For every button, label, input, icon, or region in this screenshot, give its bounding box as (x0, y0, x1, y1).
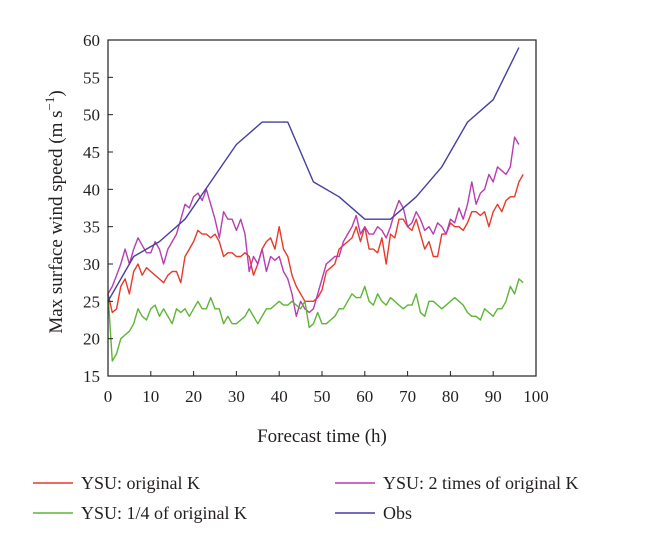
y-tick-label: 55 (83, 68, 100, 87)
y-tick-label: 35 (83, 218, 100, 237)
y-tick-label: 20 (83, 330, 100, 349)
y-axis-title-text: Max surface wind speed (m s (46, 110, 67, 333)
y-axis-ticks: 15 20 25 30 35 40 45 50 55 60 (83, 31, 113, 386)
x-tick-label: 70 (399, 387, 416, 406)
legend-label-3: Obs (383, 503, 412, 523)
x-tick-label: 80 (442, 387, 459, 406)
x-tick-label: 50 (314, 387, 331, 406)
series-line-3 (107, 47, 520, 302)
legend-label-0: YSU: original K (81, 473, 200, 493)
y-tick-label: 45 (83, 143, 100, 162)
legend: YSU: original K YSU: 2 times of original … (33, 473, 579, 523)
x-tick-label: 20 (185, 387, 202, 406)
y-tick-label: 40 (83, 180, 100, 199)
x-axis-ticks: 0 10 20 30 40 50 60 70 80 90 100 (104, 371, 549, 406)
y-tick-label: 50 (83, 106, 100, 125)
y-axis-title-unit-exponent: −1 (42, 97, 57, 111)
series-line-1 (107, 136, 520, 317)
series-line-0 (107, 174, 524, 314)
x-tick-label: 100 (523, 387, 549, 406)
x-tick-label: 60 (356, 387, 373, 406)
y-axis-title-close: ) (46, 90, 67, 96)
legend-label-1: YSU: 2 times of original K (383, 473, 579, 493)
y-tick-label: 30 (83, 255, 100, 274)
x-tick-label: 40 (271, 387, 288, 406)
y-tick-label: 15 (83, 367, 100, 386)
plot-lines (107, 47, 524, 362)
plot-frame (107, 39, 537, 377)
y-tick-label: 60 (83, 31, 100, 50)
x-tick-label: 30 (228, 387, 245, 406)
y-axis-title: Max surface wind speed (m s−1) (42, 90, 67, 333)
x-tick-label: 10 (142, 387, 159, 406)
x-tick-label: 0 (104, 387, 113, 406)
x-axis-title: Forecast time (h) (257, 426, 387, 447)
x-tick-label: 90 (485, 387, 502, 406)
legend-label-2: YSU: 1/4 of original K (81, 503, 247, 523)
series-line-2 (107, 278, 524, 362)
y-tick-label: 25 (83, 292, 100, 311)
